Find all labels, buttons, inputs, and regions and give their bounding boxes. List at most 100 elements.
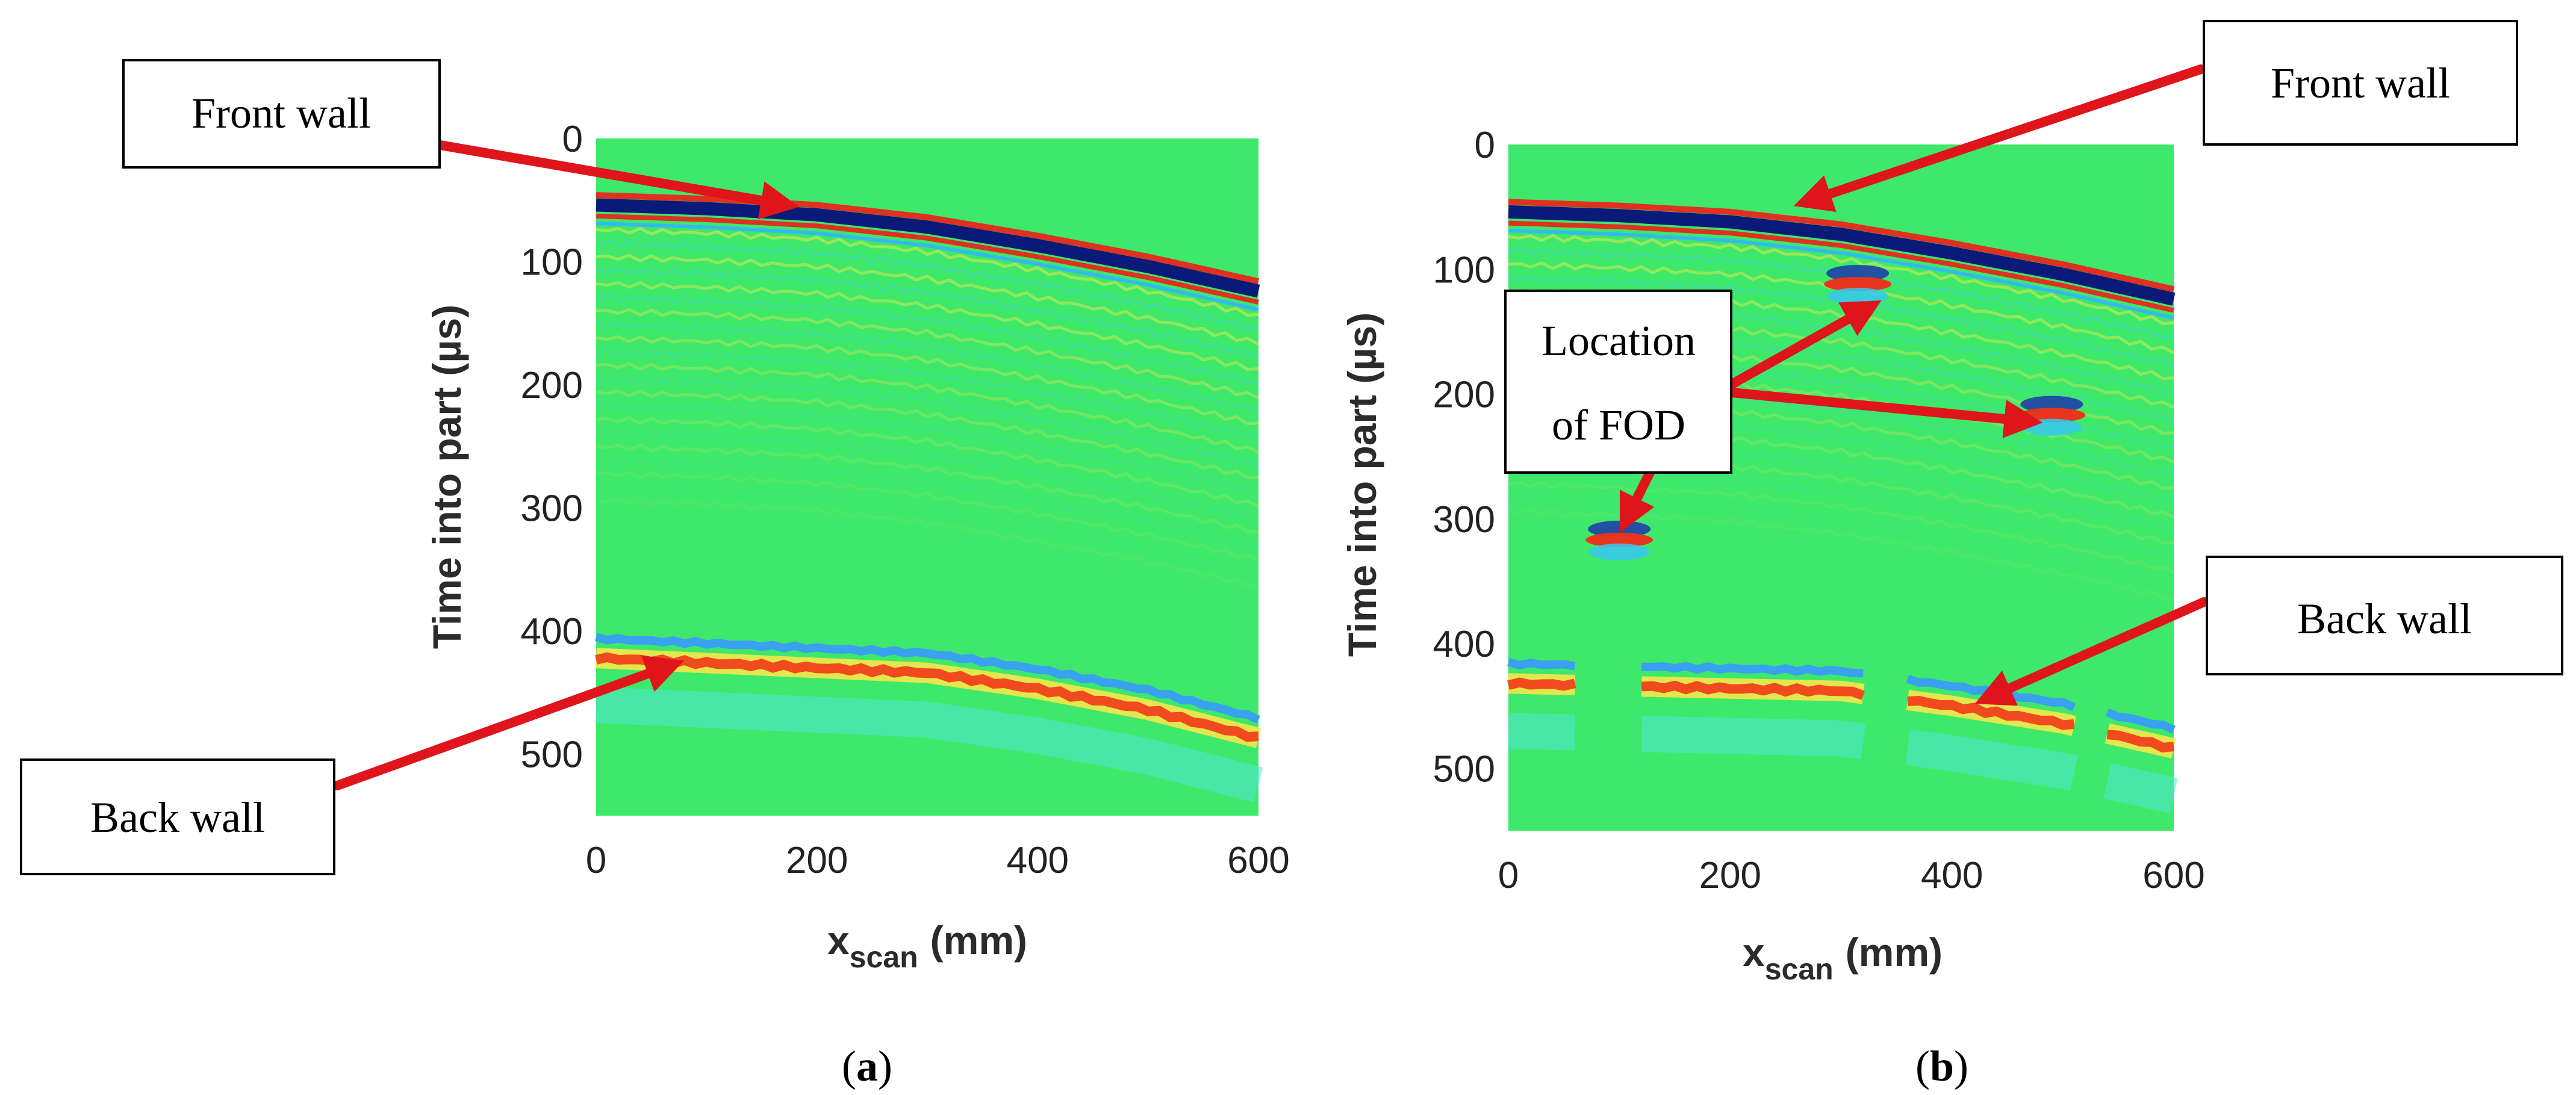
back-wall-core xyxy=(1507,677,1576,691)
back-wall-core xyxy=(595,652,1259,742)
echo-band xyxy=(596,456,1259,547)
fod-mark-bottom xyxy=(1589,543,1650,560)
echo-band xyxy=(595,402,1259,493)
front-wall-core xyxy=(1508,205,2176,306)
plot-b-x-ticks: 0 200 400 600 xyxy=(1498,855,2205,896)
plot-a-y-label: Time into part (µs) xyxy=(425,305,469,649)
svg-text:Back wall: Back wall xyxy=(90,793,265,842)
echo-band xyxy=(595,320,1260,415)
plot-a-x-label: xscan (mm) xyxy=(827,918,1027,974)
back-wall-core xyxy=(2106,730,2174,753)
echo-band xyxy=(596,416,1260,508)
echo-band xyxy=(595,266,1260,361)
echo-band xyxy=(595,483,1260,577)
back-wall-tail xyxy=(2103,763,2178,814)
y-tick-label: 300 xyxy=(1433,499,1495,541)
echo-band xyxy=(596,308,1260,400)
x-tick-label: 0 xyxy=(1498,855,1519,896)
callout-back-wall-a: Back wall xyxy=(20,758,335,875)
fod-mark-core xyxy=(1824,277,1892,291)
panel-a: 0 200 400 600 0 100 200 300 400 500 Time into pa… xyxy=(425,119,1290,1090)
echo-band xyxy=(1508,234,2174,326)
plot-b-y-ticks: 0 100 200 300 400 500 xyxy=(1433,125,1495,790)
front-wall-edge-top xyxy=(1508,199,2175,293)
annotation-arrows xyxy=(332,64,2209,790)
echo-band xyxy=(1508,480,2175,574)
back-wall-top xyxy=(1641,662,1864,678)
front-wall-ringdown xyxy=(1508,229,2174,320)
arrow-front-wall-a xyxy=(432,140,800,220)
back-wall-top xyxy=(1507,658,1576,671)
x-tick-label: 600 xyxy=(2142,855,2204,896)
arrow-front-wall-b xyxy=(1793,64,2206,212)
back-wall-top xyxy=(595,633,1261,724)
front-wall-edge-bottom xyxy=(1508,220,2174,313)
echo-band xyxy=(595,429,1260,523)
y-tick-label: 100 xyxy=(1433,249,1495,291)
y-tick-label: 400 xyxy=(1433,624,1495,665)
plot-a-x-label-main: x xyxy=(827,918,850,963)
panel-b: 0 200 400 600 0 100 200 300 400 500 Time into pa… xyxy=(1340,125,2205,1090)
plot-a-y-label-text: Time into part (µs) xyxy=(425,305,469,649)
y-tick-label: 500 xyxy=(521,734,583,776)
echo-band xyxy=(1507,493,2175,589)
plot-b-y-label-text: Time into part (µs) xyxy=(1340,312,1384,657)
front-wall-edge-top xyxy=(596,192,1260,285)
echo-band xyxy=(595,374,1260,469)
plot-a-y-ticks: 0 100 200 300 400 500 xyxy=(521,119,583,776)
callout-location-of-fod: Location of FOD xyxy=(1504,290,1732,474)
front-wall-core xyxy=(596,198,1260,298)
plot-b-walls xyxy=(1507,199,2178,814)
y-tick-label: 200 xyxy=(1433,374,1495,416)
y-tick-label: 0 xyxy=(562,119,583,160)
svg-text:Front wall: Front wall xyxy=(191,89,371,137)
y-tick-label: 400 xyxy=(521,611,583,653)
svg-text:Back wall: Back wall xyxy=(2297,595,2472,643)
arrow-fod-2 xyxy=(1714,386,2043,438)
back-wall-tail xyxy=(595,686,1263,802)
echo-band xyxy=(596,253,1260,346)
arrow-fod-1 xyxy=(1714,300,1882,396)
plot-a-x-ticks: 0 200 400 600 xyxy=(586,840,1290,881)
echo-band xyxy=(595,293,1259,385)
plot-a-echo-bands xyxy=(595,212,1260,588)
fod-mark-core xyxy=(1585,532,1654,547)
x-tick-label: 0 xyxy=(586,840,606,881)
echo-band xyxy=(596,497,1259,588)
fod-mark-bottom xyxy=(1828,288,1888,305)
back-wall-core xyxy=(1641,680,1865,700)
plot-b-x-label-sub: scan xyxy=(1765,952,1834,986)
panel-b-label: (b) xyxy=(1915,1042,1968,1090)
plot-a-walls xyxy=(595,192,1263,802)
echo-band xyxy=(596,470,1260,562)
back-wall-tail xyxy=(1508,713,1576,751)
front-wall-ringdown xyxy=(596,222,1259,312)
x-tick-label: 200 xyxy=(786,840,848,881)
echo-band xyxy=(596,389,1259,480)
x-tick-label: 200 xyxy=(1699,855,1761,896)
svg-text:Front wall: Front wall xyxy=(2271,59,2450,107)
plot-b-x-label-main: x xyxy=(1743,930,1765,975)
plot-a-x-label-sub: scan xyxy=(850,940,918,974)
arrow-back-wall-a xyxy=(332,655,685,790)
back-wall-tail xyxy=(1641,716,1866,760)
front-wall-edge-bottom xyxy=(596,213,1259,305)
back-wall-tail xyxy=(1905,729,2078,791)
echo-band xyxy=(596,443,1259,534)
x-tick-label: 400 xyxy=(1921,855,1983,896)
plot-b-x-label-unit: (mm) xyxy=(1846,930,1943,975)
y-tick-label: 300 xyxy=(521,488,583,530)
svg-text:of FOD: of FOD xyxy=(1552,401,1685,449)
callouts: Front wall Back wall Front wall Location… xyxy=(20,20,2563,875)
y-tick-label: 500 xyxy=(1433,748,1495,790)
echo-band xyxy=(595,239,1259,330)
callout-front-wall-a: Front wall xyxy=(122,59,441,169)
svg-text:Location: Location xyxy=(1542,317,1696,365)
echo-band xyxy=(596,281,1259,371)
x-tick-label: 600 xyxy=(1227,840,1289,881)
callout-back-wall-b: Back wall xyxy=(2206,556,2563,675)
echo-band xyxy=(1508,508,2174,600)
arrow-back-wall-b xyxy=(1974,597,2209,706)
echo-band xyxy=(596,335,1259,426)
